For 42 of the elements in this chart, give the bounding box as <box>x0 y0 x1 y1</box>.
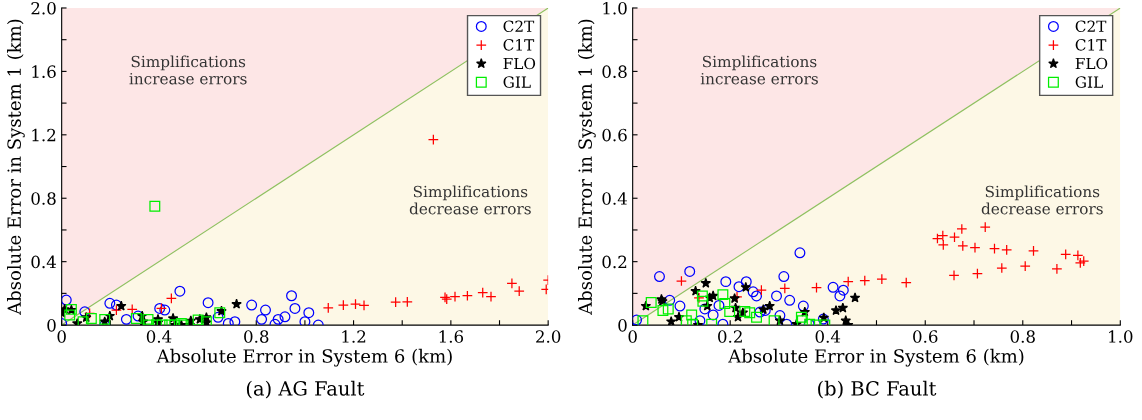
y-tick-label: 0 <box>47 319 56 332</box>
y-tick-label: 0.8 <box>31 192 56 205</box>
x-tick-label: 0.8 <box>1010 330 1035 343</box>
annotation: Simplifications decrease errors <box>409 185 531 215</box>
y-axis-title: Absolute Error in System 1 (km) <box>578 19 596 315</box>
legend-label: GIL <box>1075 76 1103 88</box>
y-tick-label: 1.2 <box>32 128 56 142</box>
annotation: Simplifications increase errors <box>129 55 247 85</box>
x-tick-label: 2.0 <box>536 330 561 343</box>
legend-label: C2T <box>503 20 535 33</box>
legend-label: C1T <box>503 39 535 51</box>
x-tick-label: 1.2 <box>342 330 366 343</box>
x-axis-title: Absolute Error in System 6 (km) <box>156 348 452 367</box>
legend-label: GIL <box>503 76 531 88</box>
legend-label: C1T <box>1075 39 1107 51</box>
y-tick-label: 0.6 <box>602 128 627 142</box>
x-tick-label: 0.4 <box>815 330 841 343</box>
y-tick-label: 0 <box>618 319 627 332</box>
x-axis-title: Absolute Error in System 6 (km) <box>728 348 1024 367</box>
text: (a) AG Fault <box>246 380 365 399</box>
x-tick-label: 0 <box>57 330 66 343</box>
legend-label: FLO <box>503 57 536 70</box>
y-tick-label: 0.8 <box>602 65 627 78</box>
x-tick-label: 0.8 <box>244 330 269 343</box>
x-tick-label: 0.4 <box>146 330 172 343</box>
y-tick-label: 0.4 <box>602 192 627 205</box>
y-tick-label: 0.4 <box>31 255 56 269</box>
x-tick-label: 0 <box>628 330 637 343</box>
y-tick-label: 0.2 <box>602 255 627 269</box>
x-tick-label: 0.2 <box>718 330 742 343</box>
x-tick-label: 0.6 <box>913 330 938 343</box>
annotation: Simplifications decrease errors <box>981 185 1103 215</box>
annotation: Simplifications increase errors <box>700 55 818 85</box>
text: (b) BC Fault <box>818 380 937 399</box>
x-tick-label: 1.0 <box>1109 330 1133 343</box>
x-tick-label: 1.6 <box>439 330 464 343</box>
legend-label: FLO <box>1075 57 1108 70</box>
y-axis-title: Absolute Error in System 1 (km) <box>7 19 25 315</box>
y-tick-label: 1.6 <box>32 65 56 78</box>
y-tick-label: 2.0 <box>31 1 56 15</box>
y-tick-label: 1.0 <box>603 1 627 15</box>
legend-label: C2T <box>1075 20 1107 33</box>
